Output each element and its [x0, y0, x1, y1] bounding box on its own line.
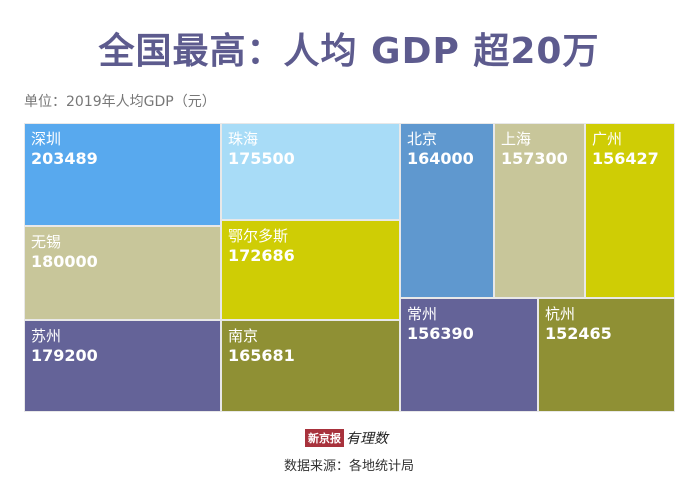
cell-city-label: 珠海 — [228, 130, 259, 148]
cell-city-label: 深圳 — [31, 130, 62, 148]
cell-city-label: 常州 — [407, 305, 438, 323]
logo-sub: 有理数 — [346, 431, 388, 447]
cell-value-label: 156390 — [407, 324, 474, 343]
cell-city-label: 苏州 — [31, 327, 62, 345]
cell-value-label: 164000 — [407, 149, 474, 168]
cell-value-label: 165681 — [228, 346, 295, 365]
cell-city-label: 北京 — [407, 130, 438, 148]
source-note: 数据来源：各地统计局 — [283, 459, 414, 474]
cell-value-label: 156427 — [592, 149, 659, 168]
cell-value-label: 179200 — [31, 346, 98, 365]
cell-city-label: 广州 — [592, 130, 623, 148]
treemap-cell: 深圳 203489 — [24, 123, 221, 226]
cell-city-label: 杭州 — [545, 305, 576, 323]
cell-city-label: 无锡 — [31, 233, 62, 251]
cell-city-label: 鄂尔多斯 — [228, 227, 289, 245]
cell-city-label: 上海 — [501, 130, 532, 148]
treemap-cell: 珠海 175500 — [221, 123, 400, 220]
cell-value-label: 172686 — [228, 246, 295, 265]
cell-value-label: 180000 — [31, 252, 98, 271]
treemap-cell: 广州 156427 — [585, 123, 675, 298]
cell-city-label: 南京 — [228, 327, 259, 345]
treemap-cell: 上海 157300 — [494, 123, 585, 298]
cell-value-label: 203489 — [31, 149, 98, 168]
cell-value-label: 152465 — [545, 324, 612, 343]
cell-value-label: 175500 — [228, 149, 295, 168]
treemap-cell: 鄂尔多斯 172686 — [221, 220, 400, 320]
logo: 新京报 有理数 — [305, 428, 388, 448]
treemap-cell: 北京 164000 — [400, 123, 494, 298]
treemap-cell: 南京 165681 — [221, 320, 400, 412]
unit-label: 单位：2019年人均GDP（元） — [24, 94, 216, 110]
treemap-cell: 无锡 180000 — [24, 226, 221, 320]
treemap-cell: 杭州 152465 — [538, 298, 675, 412]
treemap-cell: 苏州 179200 — [24, 320, 221, 412]
treemap-cell: 常州 156390 — [400, 298, 538, 412]
cell-value-label: 157300 — [501, 149, 568, 168]
chart-title: 全国最高：人均 GDP 超20万 — [98, 31, 600, 72]
logo-brand: 新京报 — [305, 429, 344, 447]
